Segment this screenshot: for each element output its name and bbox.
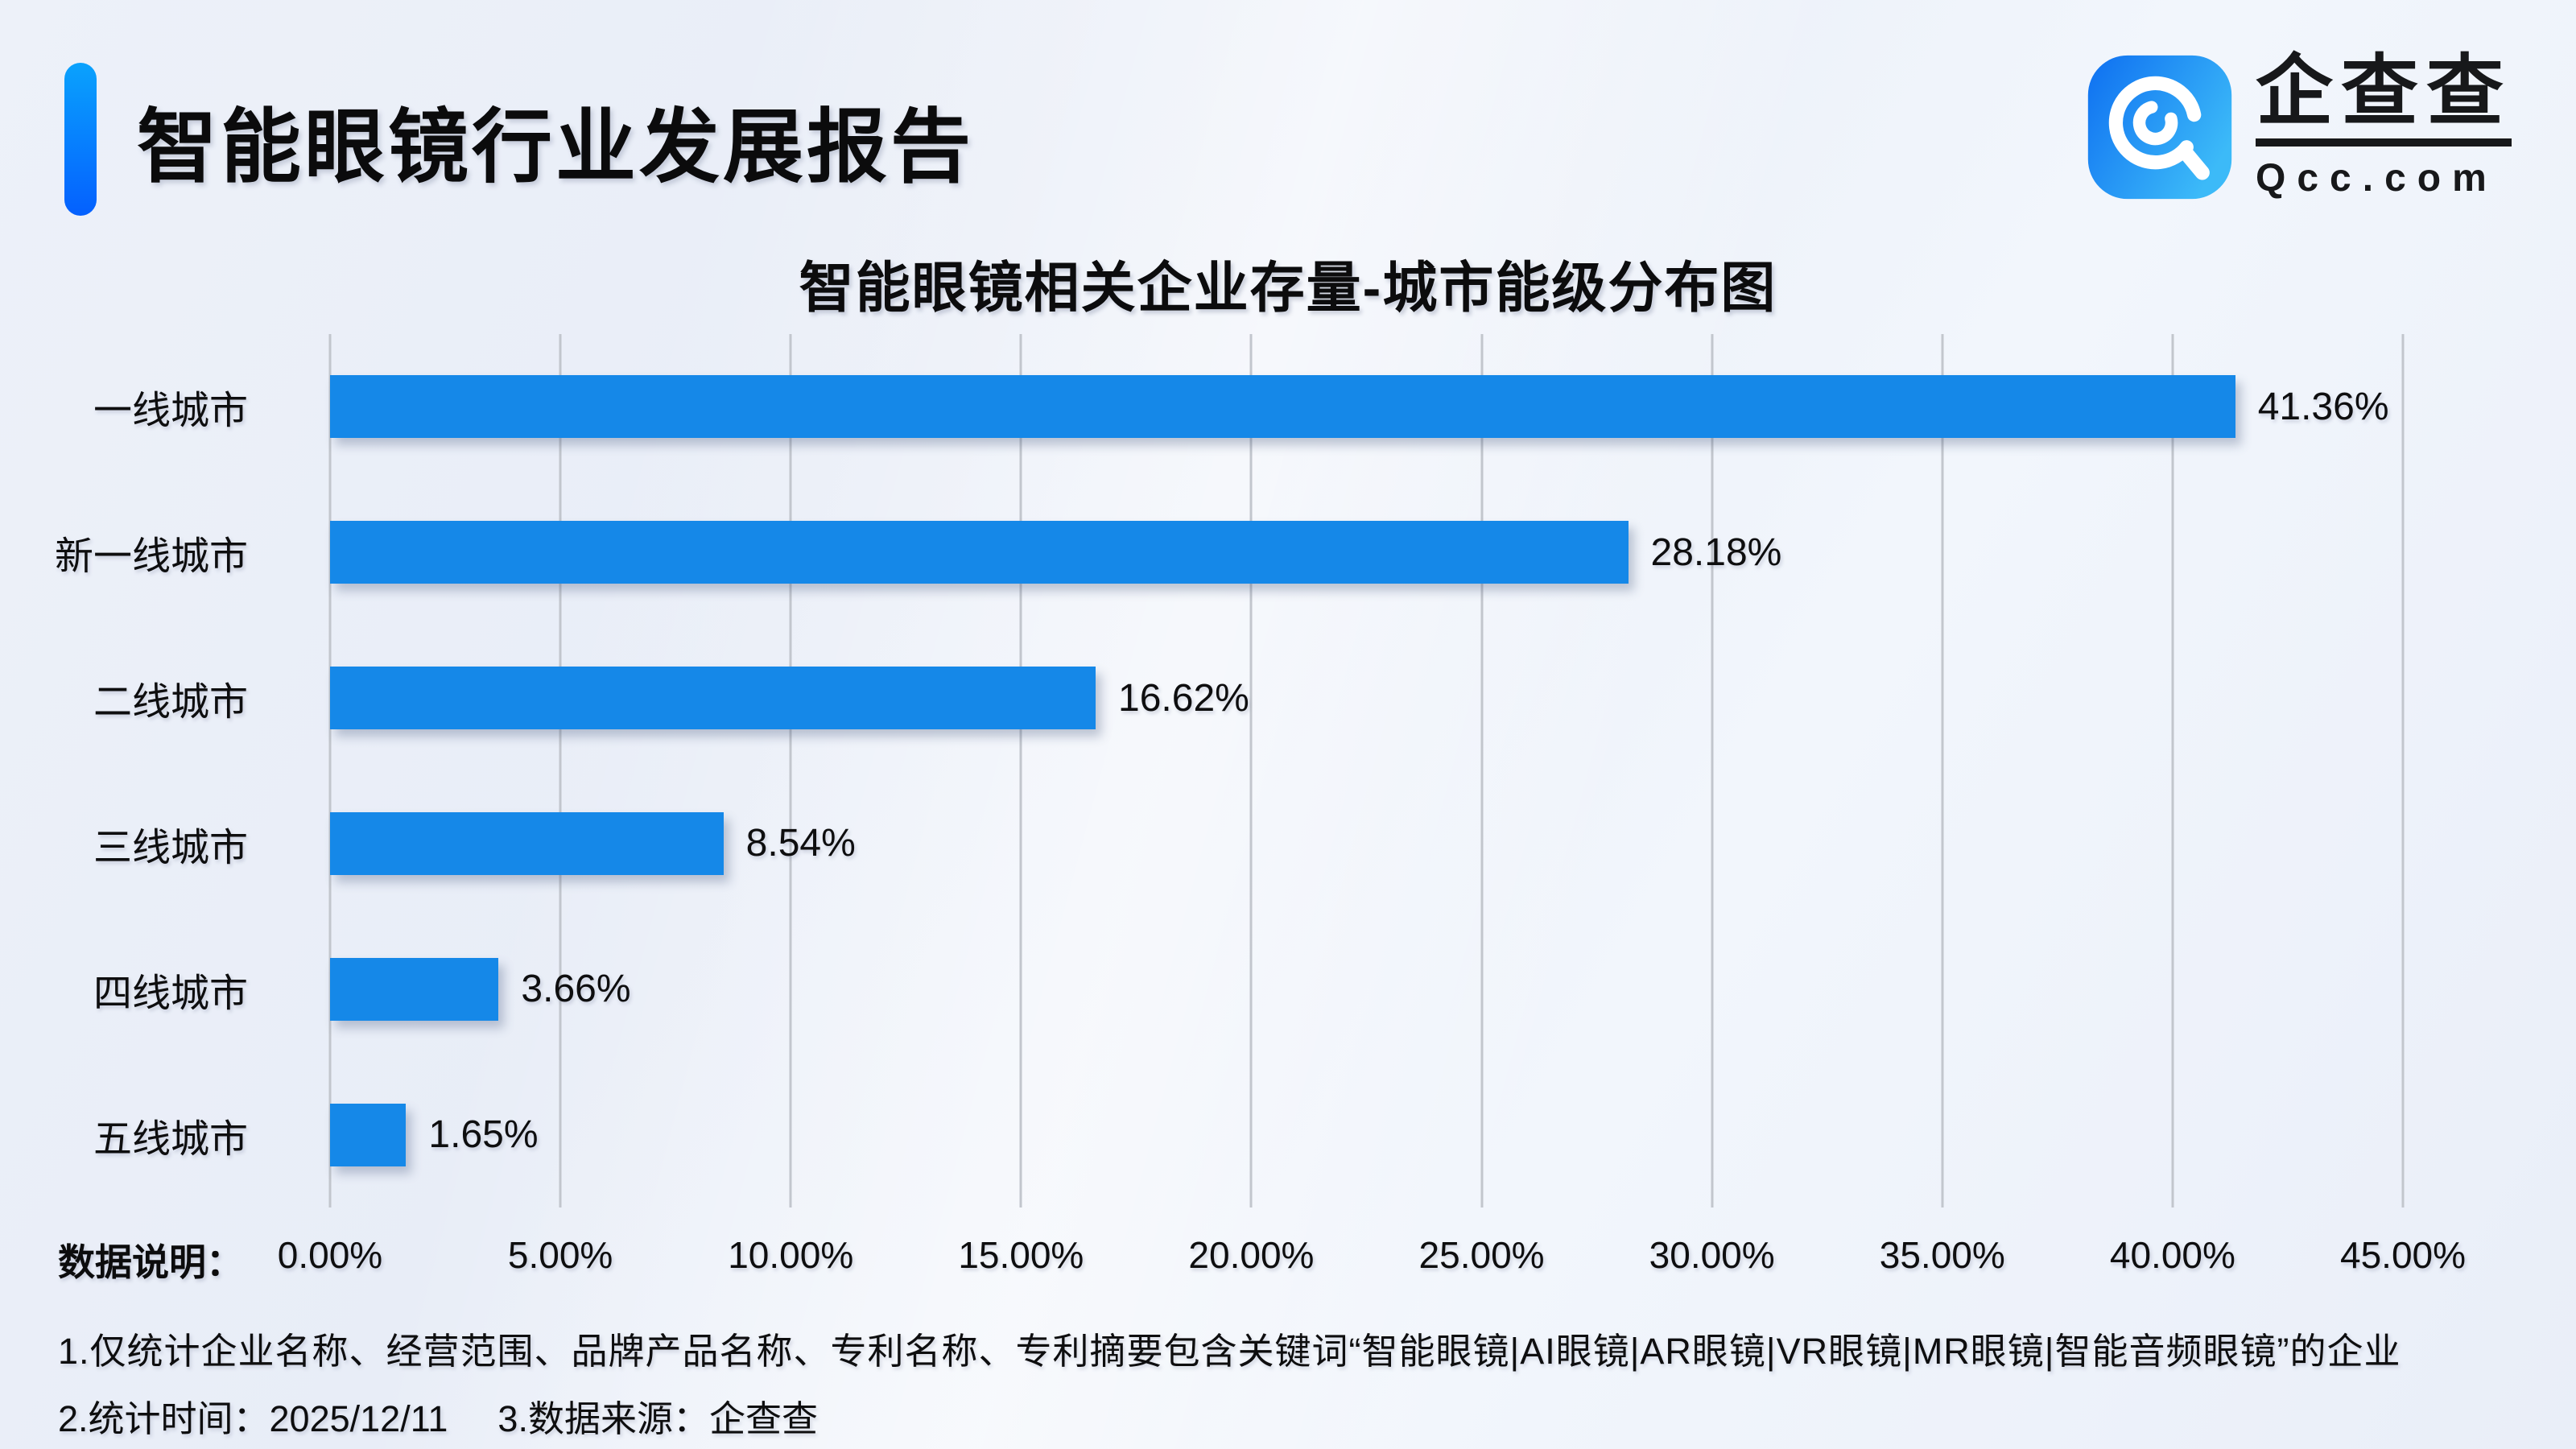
- gridline: [2401, 334, 2405, 1208]
- gridline: [2171, 334, 2174, 1208]
- footnote-label: 数据说明：: [58, 1241, 243, 1283]
- bar-row: 3.66%: [330, 916, 2403, 1062]
- category-label: 二线城市: [93, 681, 248, 724]
- category-label: 五线城市: [93, 1117, 248, 1161]
- footnote-line2: 2.统计时间：2025/12/11 3.数据来源：企查查: [58, 1389, 818, 1442]
- report-title: 智能眼镜行业发展报告: [137, 101, 974, 192]
- bar-value-label: 3.66%: [521, 968, 631, 1011]
- report-header: 智能眼镜行业发展报告 企查查 Qcc.com: [64, 48, 2512, 216]
- footnote-line1: 1.仅统计企业名称、经营范围、品牌产品名称、专利名称、专利摘要包含关键词“智能眼…: [58, 1331, 2401, 1372]
- bar-value-label: 1.65%: [428, 1113, 539, 1157]
- gridline: [1019, 334, 1022, 1208]
- bar: [330, 1103, 407, 1166]
- x-axis-tick: 0.00%: [277, 1234, 383, 1276]
- x-axis-tick: 15.00%: [958, 1234, 1084, 1276]
- footnote-data-source: 3.数据来源：企查查: [497, 1398, 818, 1439]
- bar-row: 28.18%: [330, 480, 2403, 625]
- bar-row: 8.54%: [330, 770, 2403, 916]
- bar-rows: 41.36% 28.18% 16.62% 8.54% 3.66% 1.65%: [330, 334, 2403, 1208]
- bar: [330, 521, 1629, 584]
- bar: [330, 811, 724, 875]
- logo-brand-name: 企查查: [2256, 53, 2512, 147]
- bar-value-label: 28.18%: [1650, 530, 1782, 574]
- chart-title: 智能眼镜相关企业存量-城市能级分布图: [799, 258, 1777, 319]
- x-axis-tick: 20.00%: [1188, 1234, 1315, 1276]
- category-label: 三线城市: [93, 826, 248, 869]
- title-group: 智能眼镜行业发展报告: [64, 63, 974, 216]
- gridline: [1249, 334, 1253, 1208]
- x-axis-tick: 25.00%: [1418, 1234, 1545, 1276]
- gridline: [1711, 334, 1714, 1208]
- qcc-logo: 企查查 Qcc.com: [2087, 53, 2512, 200]
- bar-value-label: 8.54%: [745, 822, 856, 865]
- gridline: [559, 334, 562, 1208]
- x-axis-tick: 5.00%: [507, 1234, 613, 1276]
- gridline: [789, 334, 792, 1208]
- gridline: [1480, 334, 1484, 1208]
- category-labels: 一线城市新一线城市二线城市三线城市四线城市五线城市: [0, 334, 282, 1208]
- bar-row: 41.36%: [330, 334, 2403, 480]
- x-axis-tick: 30.00%: [1649, 1234, 1775, 1276]
- gridline: [328, 334, 332, 1208]
- x-axis-tick: 10.00%: [728, 1234, 854, 1276]
- footnote-stat-time: 2.统计时间：2025/12/11: [58, 1398, 448, 1439]
- gridline: [1941, 334, 1944, 1208]
- bar: [330, 667, 1096, 730]
- x-axis-tick: 40.00%: [2109, 1234, 2235, 1276]
- bar: [330, 957, 499, 1021]
- bar-row: 1.65%: [330, 1062, 2403, 1208]
- x-axis-tick: 35.00%: [1879, 1234, 2005, 1276]
- category-label: 四线城市: [93, 972, 248, 1015]
- logo-texts: 企查查 Qcc.com: [2256, 53, 2512, 200]
- logo-domain: Qcc.com: [2256, 157, 2498, 200]
- grid-layer: [328, 334, 2405, 1208]
- bar-row: 16.62%: [330, 625, 2403, 771]
- category-label: 一线城市: [93, 390, 248, 433]
- bar-chart-plot: 41.36% 28.18% 16.62% 8.54% 3.66% 1.65%: [328, 334, 2405, 1208]
- x-axis-tick: 45.00%: [2339, 1234, 2467, 1276]
- bar: [330, 375, 2235, 439]
- x-axis: 0.00% 5.00% 10.00% 15.00% 20.00% 25.00% 30.00%…: [278, 1233, 2466, 1290]
- bar-value-label: 16.62%: [1118, 676, 1249, 720]
- bar-value-label: 41.36%: [2257, 385, 2389, 428]
- title-accent-bar: [64, 63, 97, 216]
- category-label: 新一线城市: [54, 535, 248, 579]
- qcc-magnifier-icon: [2087, 55, 2232, 199]
